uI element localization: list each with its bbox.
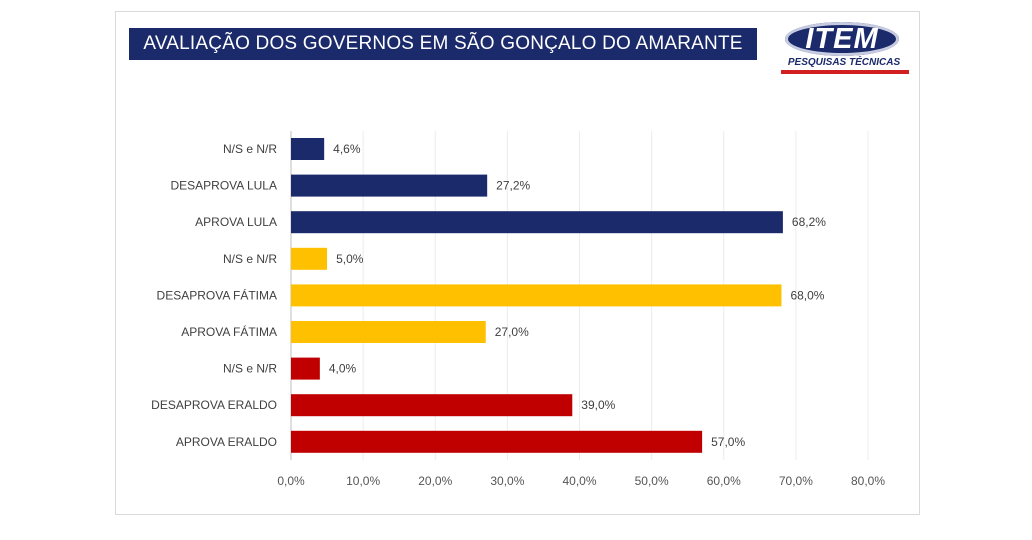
bar xyxy=(291,321,486,343)
x-tick-label: 40,0% xyxy=(562,474,596,488)
item-logo: ITEM PESQUISAS TÉCNICAS xyxy=(781,22,909,76)
category-label: DESAPROVA FÁTIMA xyxy=(157,287,277,302)
category-label: N/S e N/R xyxy=(223,362,277,376)
category-label: N/S e N/R xyxy=(223,142,277,156)
category-label: DESAPROVA ERALDO xyxy=(151,398,277,412)
bar xyxy=(291,284,782,307)
category-label: APROVA ERALDO xyxy=(176,435,277,449)
data-label: 27,2% xyxy=(496,179,530,193)
data-label: 5,0% xyxy=(336,252,364,266)
logo-red-rule xyxy=(781,70,909,74)
logo-oval xyxy=(785,22,899,56)
x-tick-label: 50,0% xyxy=(635,474,669,488)
logo-tagline: PESQUISAS TÉCNICAS xyxy=(787,57,901,68)
data-label: 57,0% xyxy=(711,435,745,449)
x-tick-label: 20,0% xyxy=(418,474,452,488)
category-label: APROVA LULA xyxy=(195,215,277,229)
x-tick-label: 70,0% xyxy=(779,474,813,488)
bar xyxy=(291,138,325,160)
x-tick-label: 30,0% xyxy=(490,474,524,488)
chart-title: AVALIAÇÃO DOS GOVERNOS EM SÃO GONÇALO DO… xyxy=(129,28,757,60)
x-tick-label: 80,0% xyxy=(851,474,885,488)
data-label: 4,6% xyxy=(333,142,361,156)
logo-name: ITEM xyxy=(805,23,879,55)
bar xyxy=(291,247,328,270)
bar xyxy=(291,211,783,234)
category-label: N/S e N/R xyxy=(223,252,277,266)
bar xyxy=(291,357,320,380)
data-label: 4,0% xyxy=(329,362,357,376)
data-label: 27,0% xyxy=(495,325,529,339)
category-label: DESAPROVA LULA xyxy=(171,179,278,193)
bar xyxy=(291,430,703,453)
data-label: 68,0% xyxy=(790,288,824,302)
x-tick-label: 60,0% xyxy=(707,474,741,488)
category-label: APROVA FÁTIMA xyxy=(181,324,277,339)
x-tick-label: 0,0% xyxy=(277,474,305,488)
data-label: 39,0% xyxy=(581,398,615,412)
x-tick-label: 10,0% xyxy=(346,474,380,488)
data-label: 68,2% xyxy=(792,215,826,229)
bar xyxy=(291,174,488,197)
bar xyxy=(291,394,573,417)
